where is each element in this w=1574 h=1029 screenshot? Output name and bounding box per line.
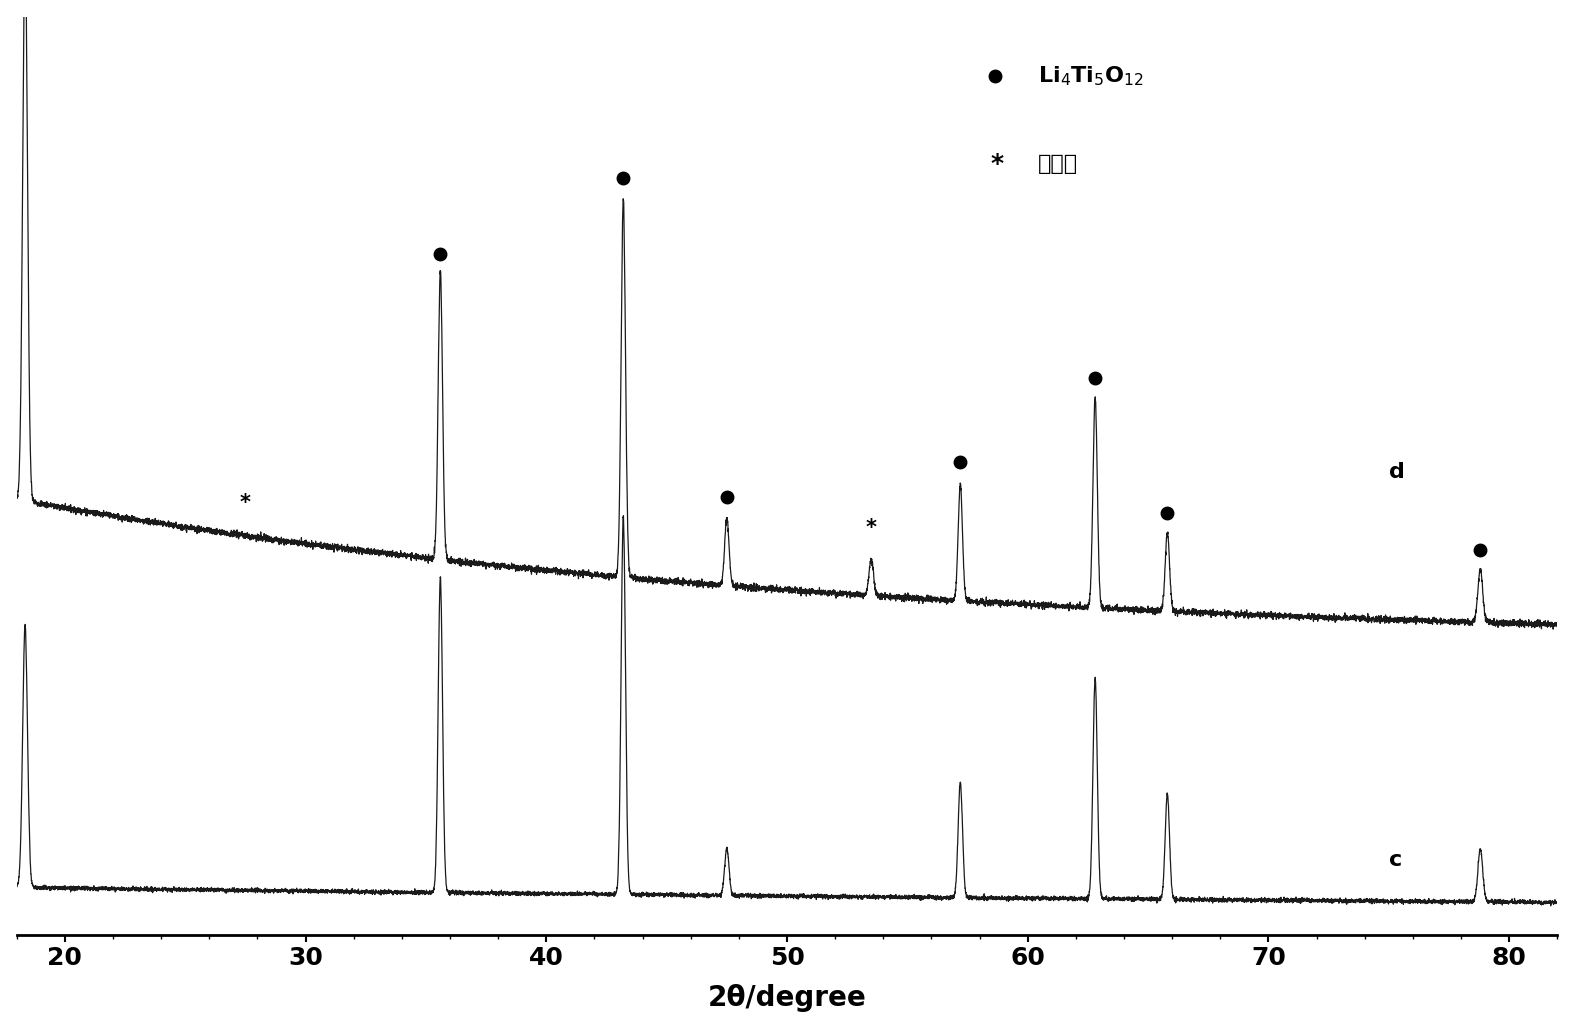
Text: Li$_4$Ti$_5$O$_{12}$: Li$_4$Ti$_5$O$_{12}$ (1039, 65, 1143, 88)
Text: *: * (239, 494, 250, 513)
Text: c: c (1388, 850, 1402, 871)
Text: d: d (1388, 462, 1404, 483)
Text: 金红石: 金红石 (1039, 153, 1078, 174)
Text: *: * (990, 151, 1004, 176)
X-axis label: 2θ/degree: 2θ/degree (708, 985, 866, 1013)
Text: *: * (866, 519, 877, 538)
